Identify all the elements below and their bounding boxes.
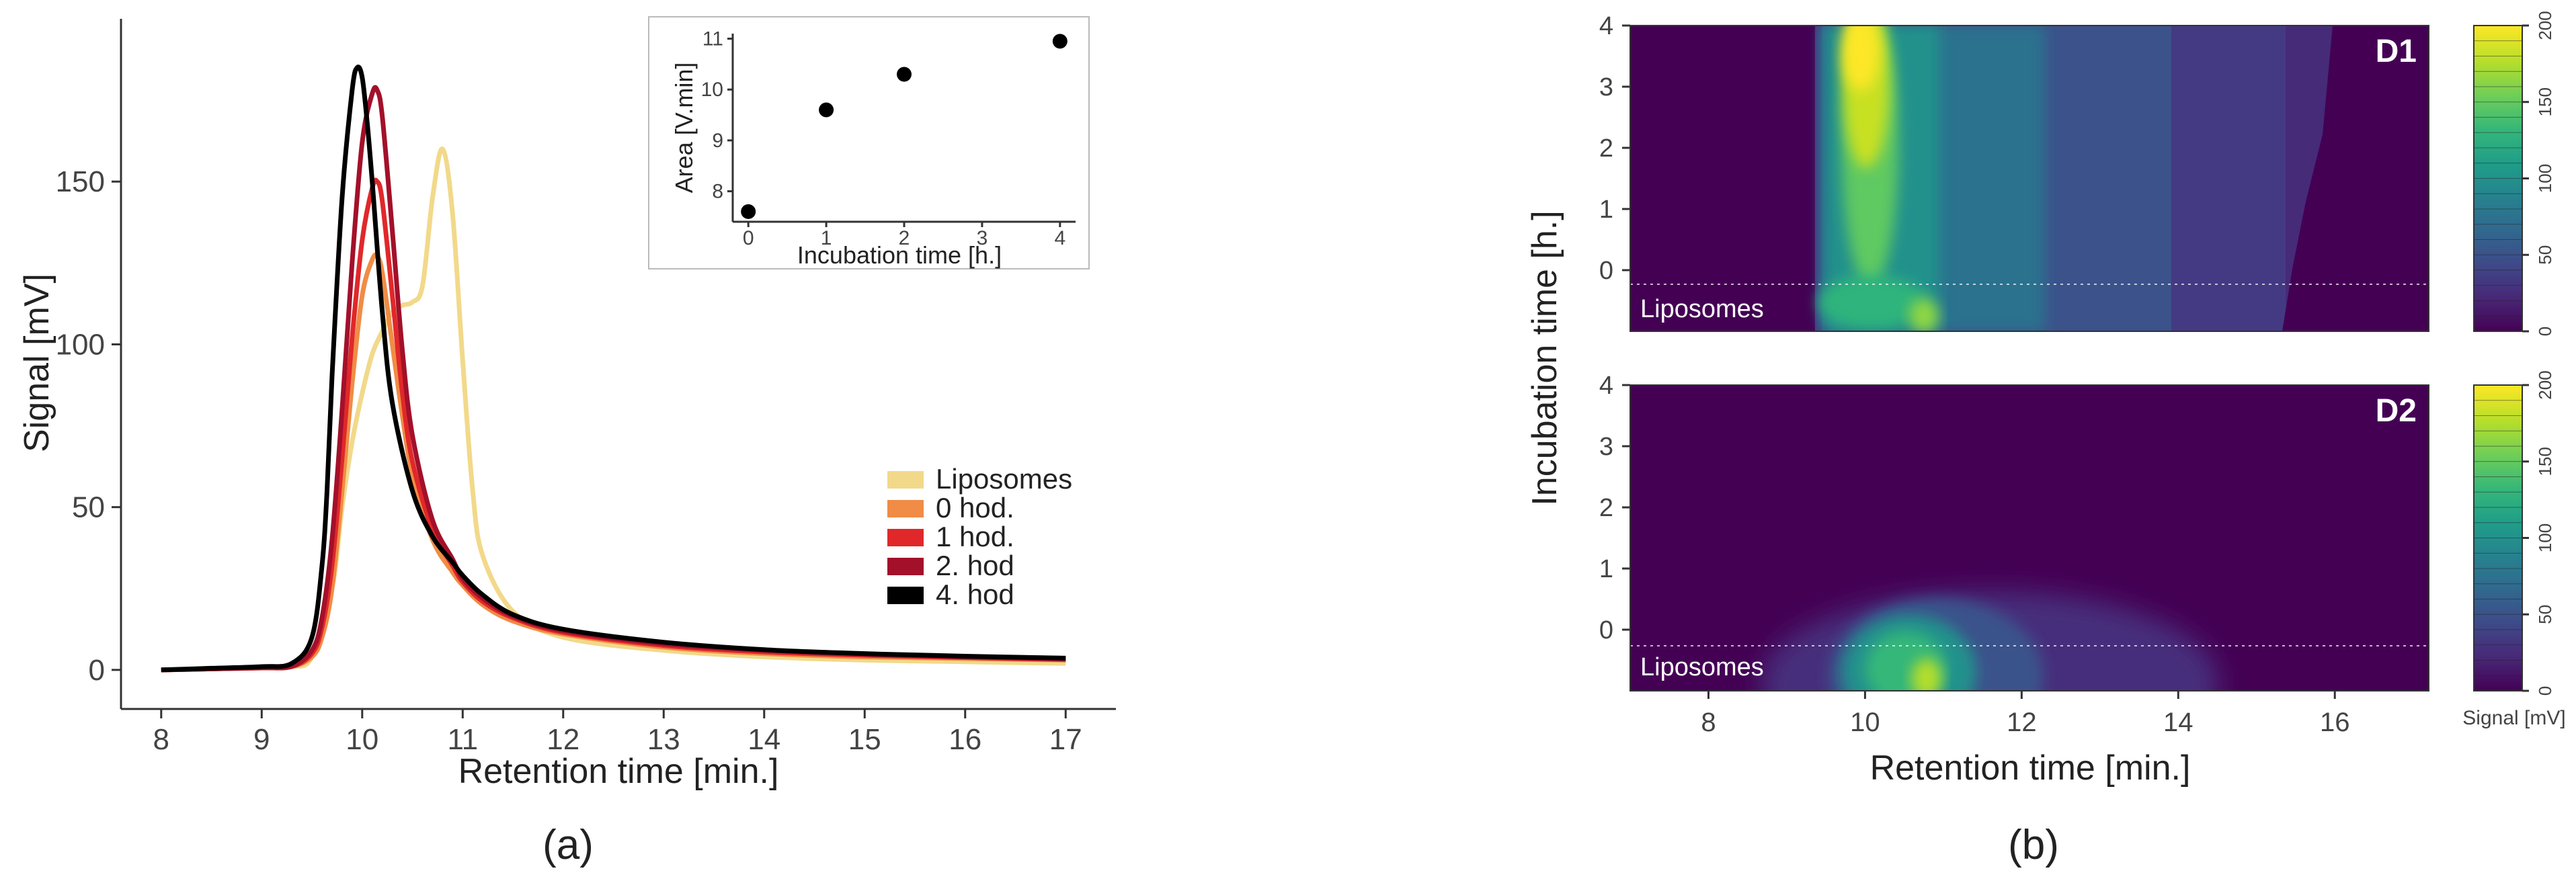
b-x-tick-label: 10	[1850, 708, 1880, 737]
colorbar-label: Signal [mV]	[2462, 707, 2565, 729]
legend-swatch	[887, 500, 924, 517]
a-x-tick-label: 8	[153, 723, 169, 756]
a-x-tick-label: 16	[949, 723, 981, 756]
colorbar-tick-label: 200	[2535, 370, 2555, 399]
a-x-label: Retention time [min.]	[458, 752, 779, 791]
inset-point	[897, 67, 912, 82]
b-x-label: Retention time [min.]	[1870, 749, 2191, 788]
b-y-tick-label: 0	[1599, 616, 1613, 644]
colorbar-d1: 0 50 100 150 200	[2473, 11, 2555, 336]
colorbar-tick-label: 100	[2535, 523, 2555, 552]
a-y-tick-label: 150	[56, 165, 105, 198]
inset-point	[741, 204, 756, 219]
b-y-tick-label: 4	[1599, 12, 1613, 40]
inset-y-tick-label: 10	[701, 79, 723, 101]
legend-swatch	[887, 558, 924, 575]
colorbar-tick-label: 50	[2535, 605, 2555, 624]
caption-a: (a)	[542, 822, 594, 868]
d2-liposomes-label: Liposomes	[1640, 653, 1764, 681]
b-y-tick-label: 1	[1599, 555, 1613, 583]
b-x-tick-label: 16	[2320, 708, 2350, 737]
a-y-tick-label: 0	[89, 654, 105, 687]
a-x-tick-label: 10	[346, 723, 378, 756]
series-line-4	[161, 65, 1066, 673]
legend-swatch	[887, 587, 924, 604]
legend-swatch	[887, 529, 924, 546]
legend-label: Liposomes	[936, 463, 1072, 495]
inset-y-tick-label: 9	[712, 130, 723, 152]
inset-x-tick-label: 3	[977, 227, 988, 249]
d1-frame	[1629, 25, 2429, 332]
panel-b-heatmaps: D1 Liposomes D2 Liposomes 8 10 12 14 1601234…	[1525, 11, 2566, 868]
legend-label: 2. hod	[936, 550, 1014, 581]
a-y-label: Signal [mV]	[17, 274, 56, 452]
inset-y-tick-label: 11	[702, 28, 723, 50]
colorbar-tick-label: 200	[2535, 11, 2555, 40]
inset-scatter: 0 1 2 3 4 8 9 10 11 Incubation time [h.] Area [V…	[648, 16, 1090, 269]
colorbar-tick-label: 0	[2535, 686, 2555, 696]
inset-x-tick-label: 0	[743, 227, 754, 249]
b-x-tick-label: 14	[2163, 708, 2193, 737]
colorbar-tick-label: 0	[2535, 327, 2555, 336]
b-y-tick-label: 2	[1599, 134, 1613, 163]
inset-x-tick-label: 4	[1054, 227, 1065, 249]
a-x-tick-label: 9	[253, 723, 270, 756]
a-x-tick-label: 14	[748, 723, 780, 756]
colorbar-tick-label: 100	[2535, 164, 2555, 193]
legend-label: 0 hod.	[936, 492, 1014, 523]
inset-x-tick-label: 2	[899, 227, 910, 249]
inset-point	[1052, 34, 1068, 49]
inset-x-tick-label: 1	[821, 227, 832, 249]
a-y-tick-label: 100	[56, 328, 105, 361]
a-y-tick-label: 50	[72, 491, 105, 524]
inset-y-tick-label: 8	[712, 181, 723, 203]
inset-frame	[648, 16, 1090, 269]
d1-label: D1	[2376, 34, 2417, 69]
a-x-tick-label: 13	[647, 723, 680, 756]
b-y-tick-label: 0	[1599, 257, 1613, 285]
legend-label: 1 hod.	[936, 521, 1014, 552]
colorbar-tick-label: 150	[2535, 87, 2555, 116]
b-y-tick-label: 1	[1599, 196, 1613, 224]
colorbar-d2: 0 50 100 150 200	[2473, 370, 2555, 696]
b-x-tick-label: 8	[1701, 708, 1716, 737]
b-y-tick-label: 2	[1599, 494, 1613, 522]
heatmap-d1	[1630, 26, 2429, 331]
b-y-tick-label: 3	[1599, 433, 1613, 461]
caption-b: (b)	[2008, 822, 2059, 868]
a-x-tick-label: 11	[447, 723, 478, 756]
colorbar-tick-label: 150	[2535, 447, 2555, 476]
series-line-1	[161, 252, 1066, 673]
b-y-tick-label: 4	[1599, 372, 1613, 400]
b-x-tick-label: 12	[2007, 708, 2037, 737]
d2-frame	[1629, 384, 2429, 691]
inset-x-label: Incubation time [h.]	[797, 241, 1002, 269]
legend-swatch	[887, 471, 924, 489]
inset-point	[819, 102, 834, 118]
b-y-label: Incubation time [h.]	[1525, 210, 1564, 505]
b-y-tick-label: 3	[1599, 73, 1613, 101]
a-x-tick-label: 12	[547, 723, 579, 756]
d2-label: D2	[2376, 393, 2417, 429]
legend-label: 4. hod	[936, 579, 1014, 610]
d1-liposomes-label: Liposomes	[1640, 295, 1764, 323]
a-x-tick-label: 17	[1049, 723, 1082, 756]
heatmap-d2	[1630, 385, 2429, 691]
inset-y-label: Area [V.min]	[670, 62, 698, 194]
colorbar-tick-label: 50	[2535, 245, 2555, 265]
a-x-tick-label: 15	[848, 723, 881, 756]
